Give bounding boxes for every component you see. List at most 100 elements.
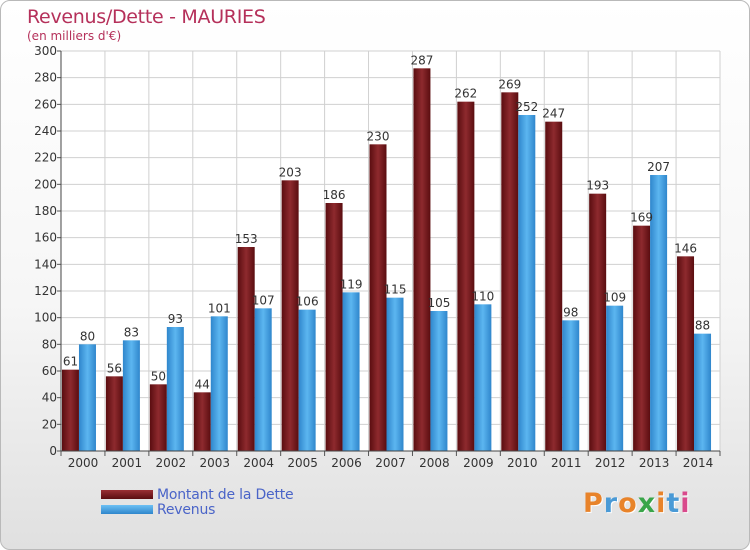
logo-letter: o [618, 488, 638, 519]
data-label-revenue: 98 [563, 305, 578, 319]
y-tick-label: 20 [42, 417, 57, 431]
bar-revenue [430, 311, 448, 451]
bar-debt [589, 193, 607, 451]
bar-debt [325, 203, 343, 451]
logo-letter: i [656, 488, 667, 519]
data-label-debt: 56 [107, 361, 122, 375]
data-label-revenue: 106 [296, 295, 319, 309]
x-tick-label: 2002 [156, 456, 187, 470]
bar-debt [105, 376, 123, 451]
y-tick-label: 120 [34, 284, 57, 298]
bar-revenue [474, 304, 492, 451]
chart-title: Revenus/Dette - MAURIES [27, 6, 266, 28]
legend-item-revenue: Revenus [101, 502, 293, 518]
chart-subtitle: (en milliers d'€) [27, 29, 122, 43]
y-tick-label: 60 [42, 364, 57, 378]
data-label-debt: 262 [454, 87, 477, 101]
bar-debt [281, 180, 299, 452]
data-label-revenue: 83 [124, 325, 139, 339]
x-tick-label: 2011 [551, 456, 582, 470]
data-label-debt: 186 [323, 188, 346, 202]
data-label-revenue: 80 [80, 329, 95, 343]
data-label-debt: 230 [367, 129, 390, 143]
bar-revenue [122, 340, 140, 451]
y-tick-label: 40 [42, 391, 57, 405]
legend-swatch-revenue [101, 505, 153, 514]
bar-revenue [210, 316, 228, 451]
data-label-revenue: 110 [471, 289, 494, 303]
legend-label-debt: Montant de la Dette [157, 486, 294, 503]
bar-revenue [78, 344, 96, 451]
bar-debt [369, 144, 387, 452]
bar-debt [61, 369, 79, 451]
data-label-revenue: 207 [647, 160, 670, 174]
bar-revenue [650, 175, 668, 451]
x-tick-label: 2013 [639, 456, 670, 470]
data-label-revenue: 109 [603, 291, 626, 305]
bar-debt [237, 247, 255, 451]
y-tick-label: 260 [34, 97, 57, 111]
bar-debt [193, 392, 211, 451]
x-tick-label: 2012 [595, 456, 626, 470]
data-label-revenue: 107 [252, 293, 275, 307]
x-tick-label: 2007 [375, 456, 406, 470]
data-label-debt: 44 [195, 377, 210, 391]
y-tick-label: 100 [34, 311, 57, 325]
proxiti-logo: Proxiti [583, 488, 691, 519]
logo-letter: i [680, 488, 691, 519]
y-tick-label: 240 [34, 124, 57, 138]
bar-revenue [562, 320, 580, 451]
bar-debt [545, 121, 563, 452]
data-label-debt: 146 [674, 241, 697, 255]
data-label-revenue: 252 [515, 100, 538, 114]
data-label-revenue: 88 [695, 319, 710, 333]
y-tick-label: 220 [34, 151, 57, 165]
y-tick-label: 80 [42, 337, 57, 351]
bar-debt [149, 384, 167, 451]
y-tick-label: 280 [34, 71, 57, 85]
data-label-debt: 287 [410, 53, 433, 67]
bar-revenue [254, 308, 272, 451]
data-label-revenue: 105 [427, 296, 450, 310]
x-tick-label: 2005 [287, 456, 318, 470]
x-tick-label: 2014 [683, 456, 714, 470]
data-label-debt: 169 [630, 211, 653, 225]
bar-debt [501, 92, 519, 451]
logo-letter: r [603, 488, 619, 519]
x-tick-label: 2006 [331, 456, 362, 470]
bar-revenue [298, 309, 316, 451]
data-label-debt: 50 [151, 369, 166, 383]
data-label-revenue: 119 [340, 277, 363, 291]
bar-revenue [606, 305, 624, 451]
x-tick-label: 2004 [243, 456, 274, 470]
bar-revenue [386, 297, 404, 451]
chart-legend: Montant de la Dette Revenus [101, 486, 294, 518]
bar-debt [457, 101, 475, 452]
data-label-debt: 269 [498, 77, 521, 91]
data-label-revenue: 93 [168, 312, 183, 326]
x-tick-label: 2009 [463, 456, 494, 470]
y-tick-label: 160 [34, 231, 57, 245]
data-label-revenue: 101 [208, 301, 231, 315]
x-tick-label: 2010 [507, 456, 538, 470]
legend-swatch-debt [101, 490, 153, 499]
data-label-debt: 203 [279, 165, 302, 179]
y-tick-label: 300 [34, 44, 57, 58]
x-tick-label: 2001 [112, 456, 143, 470]
y-tick-label: 200 [34, 177, 57, 191]
bar-revenue [518, 115, 536, 451]
data-label-debt: 247 [542, 107, 565, 121]
x-tick-label: 2000 [68, 456, 99, 470]
bar-revenue [694, 333, 712, 451]
data-label-debt: 61 [63, 355, 78, 369]
data-label-debt: 153 [235, 232, 258, 246]
data-label-debt: 193 [586, 179, 609, 193]
y-tick-label: 140 [34, 257, 57, 271]
x-tick-label: 2003 [199, 456, 230, 470]
logo-letter: t [666, 488, 681, 519]
y-tick-label: 180 [34, 204, 57, 218]
data-label-revenue: 115 [384, 283, 407, 297]
logo-letter: P [583, 488, 604, 519]
y-tick-label: 0 [49, 444, 57, 458]
